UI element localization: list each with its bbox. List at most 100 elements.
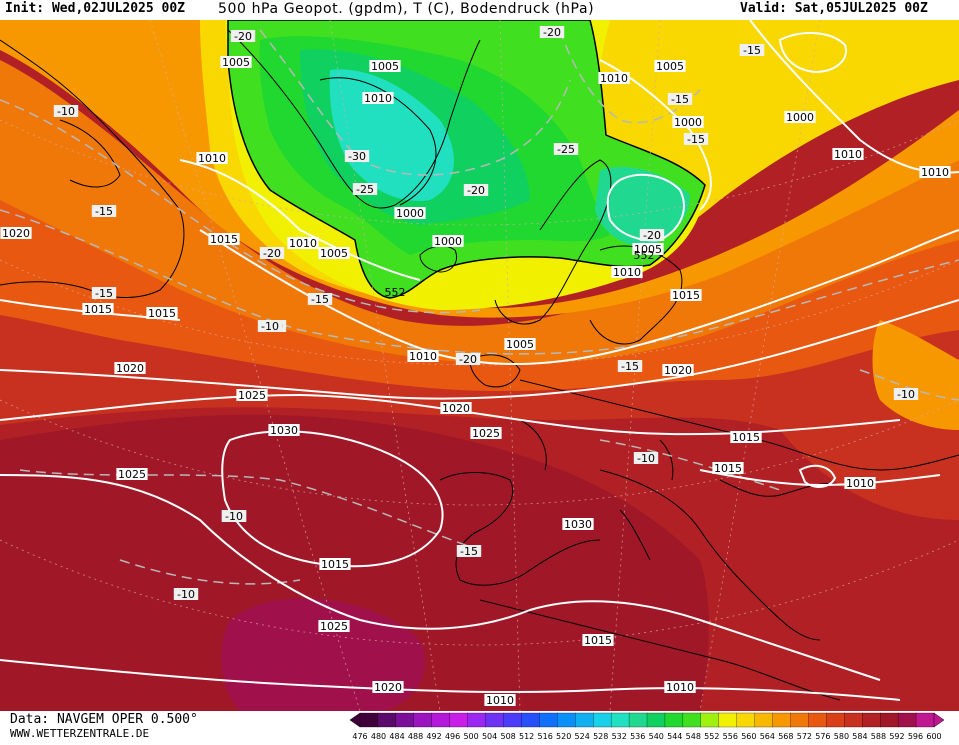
legend-swatch — [432, 713, 450, 727]
isotherm-label-text: -10 — [177, 588, 195, 601]
legend-tick-label: 556 — [723, 732, 738, 741]
legend-swatch — [593, 713, 611, 727]
isobar-label: 1010 — [362, 92, 393, 105]
isobar-label-text: 1015 — [321, 558, 349, 571]
isobar-label: 1015 — [582, 634, 613, 647]
isobar-label-text: 1025 — [238, 389, 266, 402]
legend-tick-label: 540 — [649, 732, 664, 741]
legend-tick-label: 516 — [538, 732, 553, 741]
isobar-label: 1000 — [784, 111, 815, 124]
legend-swatch — [916, 713, 934, 727]
legend-tick-label: 576 — [815, 732, 830, 741]
isobar-label: 1010 — [484, 694, 515, 707]
isobar-label: 1015 — [670, 289, 701, 302]
valid-time: Valid: Sat,05JUL2025 00Z — [740, 1, 928, 19]
isotherm-label-text: -30 — [348, 150, 366, 163]
legend-swatch — [611, 713, 629, 727]
isotherm-label-text: -15 — [311, 293, 329, 306]
isobar-label-text: 1000 — [396, 207, 424, 220]
isotherm-label-text: -15 — [743, 44, 761, 57]
isobar-label: 1000 — [394, 207, 425, 220]
legend-tick-label: 496 — [445, 732, 460, 741]
isobar-label-text: 1015 — [732, 431, 760, 444]
height-label: 552 — [383, 286, 407, 299]
legend-swatch — [378, 713, 396, 727]
isobar-label-text: 1010 — [364, 92, 392, 105]
legend-tick-label: 588 — [871, 732, 886, 741]
isobar-label: 1025 — [470, 427, 501, 440]
legend-tick-label: 572 — [797, 732, 812, 741]
isotherm-label-text: -10 — [261, 320, 279, 333]
legend-swatch — [647, 713, 665, 727]
isobar-label: 1025 — [318, 620, 349, 633]
isotherm-label: -15 — [457, 545, 481, 558]
legend-swatch — [844, 713, 862, 727]
legend-tick-label: 564 — [760, 732, 775, 741]
isobar-label-text: 1020 — [442, 402, 470, 415]
isobar-label: 1010 — [664, 681, 695, 694]
isobar-label-text: 1010 — [846, 477, 874, 490]
isobar-label-text: 1010 — [289, 237, 317, 250]
legend-arrow-right — [934, 713, 944, 727]
legend-swatch — [719, 713, 737, 727]
isobar-label: 1020 — [440, 402, 471, 415]
isotherm-label: -10 — [174, 588, 198, 601]
legend-swatch — [826, 713, 844, 727]
isotherm-label: -20 — [231, 30, 255, 43]
legend-tick-label: 592 — [889, 732, 904, 741]
isobar-label-text: 1015 — [584, 634, 612, 647]
isotherm-label: -10 — [634, 452, 658, 465]
isobar-label-text: 1005 — [371, 60, 399, 73]
isobar-label: 1025 — [116, 468, 147, 481]
isobar-label: 1010 — [611, 266, 642, 279]
legend-tick-label: 552 — [704, 732, 719, 741]
isotherm-label: -10 — [222, 510, 246, 523]
legend-arrow-left — [350, 713, 360, 727]
legend-swatch — [486, 713, 504, 727]
isobar-label-text: 1015 — [148, 307, 176, 320]
isobar-label: 1010 — [598, 72, 629, 85]
isobar-label-text: 1015 — [714, 462, 742, 475]
legend-swatch — [665, 713, 683, 727]
isotherm-label: -10 — [894, 388, 918, 401]
isobar-label: 1015 — [82, 303, 113, 316]
isotherm-label: -25 — [353, 183, 377, 196]
isobar-label: 1015 — [208, 233, 239, 246]
legend-tick-label: 500 — [463, 732, 478, 741]
legend-swatch — [557, 713, 575, 727]
isobar-label-text: 1010 — [486, 694, 514, 707]
isobar-label-text: 1030 — [270, 424, 298, 437]
legend-swatch — [629, 713, 647, 727]
legend-tick-label: 488 — [408, 732, 423, 741]
legend-swatch — [450, 713, 468, 727]
legend-swatch — [773, 713, 791, 727]
legend-tick-label: 600 — [926, 732, 941, 741]
legend-swatch — [755, 713, 773, 727]
isobar-label-text: 1020 — [374, 681, 402, 694]
isobar-label: 1015 — [712, 462, 743, 475]
isotherm-label: -15 — [668, 93, 692, 106]
isobar-label-text: 1010 — [834, 148, 862, 161]
legend-swatch — [360, 713, 378, 727]
isobar-label-text: 1010 — [613, 266, 641, 279]
isobar-label: 1005 — [318, 247, 349, 260]
isobar-label: 1015 — [146, 307, 177, 320]
isobar-label: 1030 — [268, 424, 299, 437]
isobar-label: 1010 — [196, 152, 227, 165]
isotherm-label: -15 — [308, 293, 332, 306]
isobar-label-text: 1015 — [84, 303, 112, 316]
legend-tick-label: 568 — [778, 732, 793, 741]
map-title: 500 hPa Geopot. (gpdm), T (C), Bodendruc… — [218, 1, 594, 19]
legend-tick-label: 484 — [389, 732, 404, 741]
isotherm-label: -15 — [618, 360, 642, 373]
isotherm-label-text: -20 — [263, 247, 281, 260]
isobar-label: 1000 — [672, 116, 703, 129]
isotherm-label-text: -20 — [467, 184, 485, 197]
isobar-label: 1030 — [562, 518, 593, 531]
isobar-label: 1005 — [369, 60, 400, 73]
legend-swatch — [737, 713, 755, 727]
legend-swatch — [468, 713, 486, 727]
legend-tick-label: 560 — [741, 732, 756, 741]
